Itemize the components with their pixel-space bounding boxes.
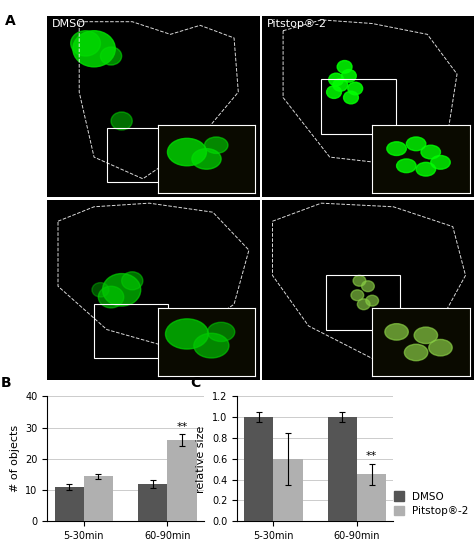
Circle shape [73,31,115,67]
Circle shape [341,70,356,82]
Circle shape [351,290,364,301]
Bar [167,440,197,521]
Circle shape [362,281,374,292]
Text: Pitstop®-2: Pitstop®-2 [266,19,327,29]
Y-axis label: # of objects: # of objects [10,425,20,493]
Bar [138,484,167,521]
Legend: DMSO, Pitstop®-2: DMSO, Pitstop®-2 [394,491,469,516]
Circle shape [344,91,358,104]
Bar [55,487,84,521]
Circle shape [327,86,341,98]
Bar [321,79,395,134]
Text: A: A [5,14,16,28]
Circle shape [337,60,352,73]
Bar [94,304,168,358]
Y-axis label: relative size: relative size [196,425,206,493]
Circle shape [102,274,141,306]
Circle shape [122,272,143,290]
Bar [326,275,400,330]
Bar [328,417,357,521]
Circle shape [366,295,379,306]
Text: C: C [190,376,201,390]
Circle shape [111,112,132,130]
Circle shape [333,79,348,91]
Text: **: ** [176,422,188,432]
Circle shape [348,82,363,95]
Text: 60min: 60min [5,232,40,242]
Circle shape [98,286,124,308]
Circle shape [92,282,109,297]
Text: 15min: 15min [5,46,40,56]
Bar [244,417,273,521]
Text: **: ** [366,451,377,461]
Text: DMSO: DMSO [52,19,86,29]
Circle shape [353,275,366,286]
Bar [273,459,303,521]
Bar [84,476,113,521]
Circle shape [71,31,100,56]
Circle shape [328,73,344,86]
Bar [357,475,386,521]
Text: B: B [0,376,11,390]
Bar [107,128,181,182]
Circle shape [357,299,370,310]
Circle shape [100,47,122,65]
